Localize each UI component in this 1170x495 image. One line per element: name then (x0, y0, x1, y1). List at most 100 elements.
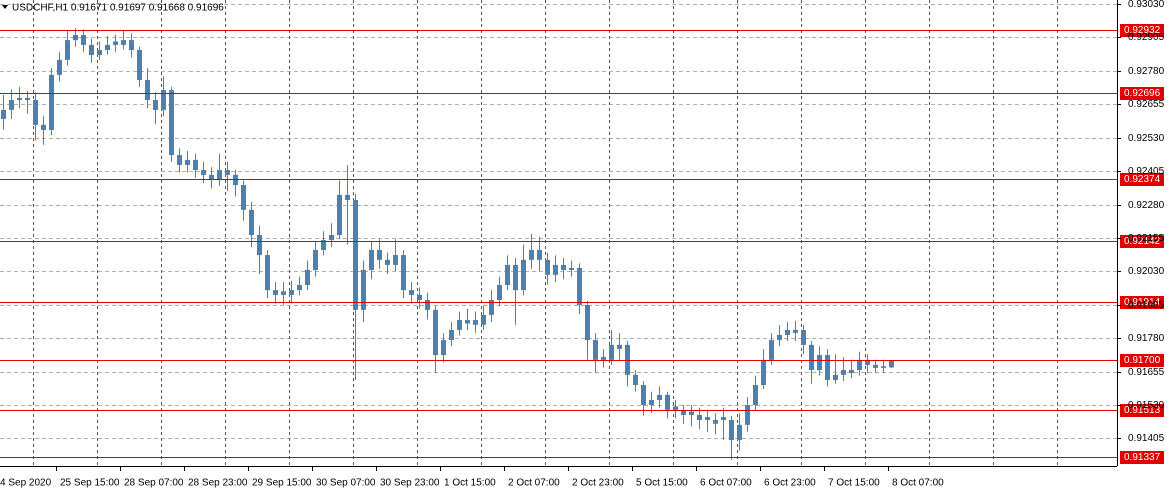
candle-body (777, 334, 782, 341)
candle-body (441, 340, 446, 356)
x-tick-label: 28 Sep 23:00 (188, 478, 248, 489)
menu-arrow[interactable] (2, 5, 8, 9)
candle-body (225, 170, 230, 175)
candle-body (265, 255, 270, 291)
candle-body (553, 264, 558, 275)
candle-body (97, 49, 102, 56)
candle-body (745, 405, 750, 425)
candle-body (417, 294, 422, 300)
level-label: 0.91700 (1124, 355, 1161, 366)
candle-body (33, 99, 38, 125)
candle-body (105, 44, 110, 50)
candle-body (577, 267, 582, 306)
candle-body (305, 270, 310, 286)
candle-body (185, 159, 190, 165)
x-tick-label: 6 Oct 23:00 (764, 478, 816, 489)
candle-body (169, 90, 174, 156)
candle-body (769, 340, 774, 360)
candle-body (657, 394, 662, 400)
level-label-box (1120, 404, 1164, 417)
y-tick-label: 0.92405 (1128, 166, 1165, 177)
x-tick-label: 8 Oct 07:00 (892, 478, 944, 489)
candle-body (337, 194, 342, 236)
candle-body (889, 360, 894, 368)
candle-body (345, 194, 350, 200)
candle-body (193, 159, 198, 171)
candle-body (473, 320, 478, 325)
y-tick-label: 0.92530 (1128, 133, 1165, 144)
candle-body (377, 249, 382, 260)
chart-title: USDCHF,H1 0.91671 0.91697 0.91668 0.9169… (12, 3, 224, 14)
level-label-box (1120, 354, 1164, 367)
candle-body (673, 406, 678, 410)
candle-body (57, 59, 62, 75)
y-tick-label: 0.92780 (1128, 66, 1165, 77)
level-label: 0.91513 (1124, 405, 1161, 416)
x-tick-label: 29 Sep 15:00 (252, 478, 312, 489)
candle-body (793, 329, 798, 333)
candle-body (249, 209, 254, 236)
x-tick-label: 4 Sep 2020 (0, 478, 52, 489)
candle-body (697, 414, 702, 421)
level-label-box (1120, 296, 1164, 309)
y-tick-label: 0.93030 (1128, 0, 1165, 10)
candle-body (881, 366, 886, 368)
level-label-box (1120, 24, 1164, 37)
y-tick-label: 0.92905 (1128, 32, 1165, 43)
candle-body (457, 320, 462, 330)
candle-body (401, 255, 406, 291)
y-tick-label: 0.92030 (1128, 266, 1165, 277)
candle-body (73, 35, 78, 41)
candle-body (65, 40, 70, 60)
candle-body (177, 155, 182, 165)
candle-body (825, 355, 830, 380)
candle-body (617, 344, 622, 349)
candle-body (601, 356, 606, 360)
candle-body (41, 124, 46, 130)
candle-body (465, 320, 470, 324)
candle-body (281, 291, 286, 295)
grid (0, 0, 1117, 466)
level-label: 0.91914 (1124, 297, 1161, 308)
x-tick-label: 5 Oct 15:00 (636, 478, 688, 489)
candle-body (489, 299, 494, 315)
candle-body (849, 370, 854, 373)
candle-body (209, 174, 214, 180)
candle-body (481, 314, 486, 325)
candle-body (1, 109, 6, 119)
y-tick-label: 0.91530 (1128, 400, 1165, 411)
level-label: 0.92374 (1124, 174, 1161, 185)
candle-body (865, 359, 870, 365)
candle-body (329, 235, 334, 241)
candle-body (409, 290, 414, 295)
x-tick-label: 25 Sep 15:00 (60, 478, 120, 489)
candle-body (321, 240, 326, 250)
candle-body (153, 99, 158, 110)
candle-body (809, 344, 814, 371)
y-tick-label: 0.91905 (1128, 300, 1165, 311)
candle-body (497, 285, 502, 300)
candle-body (513, 264, 518, 291)
candle-body (593, 340, 598, 360)
candle-body (89, 44, 94, 56)
candle-body (785, 329, 790, 335)
candle-body (609, 344, 614, 360)
level-label-box (1120, 451, 1164, 464)
x-tick-label: 1 Oct 15:00 (444, 478, 496, 489)
y-tick-label: 0.92155 (1128, 233, 1165, 244)
x-tick-label: 6 Oct 07:00 (700, 478, 752, 489)
candle-body (721, 417, 726, 421)
candle-body (633, 374, 638, 385)
level-label: 0.92142 (1124, 236, 1161, 247)
candle-body (521, 259, 526, 291)
candle-body (257, 235, 262, 256)
level-label: 0.91337 (1124, 452, 1161, 463)
x-tick-label: 30 Sep 07:00 (316, 478, 376, 489)
y-tick-label: 0.92280 (1128, 200, 1165, 211)
y-tick-label: 0.91405 (1128, 433, 1165, 444)
candle-body (529, 249, 534, 260)
candle-body (753, 384, 758, 406)
level-label-box (1120, 235, 1164, 248)
